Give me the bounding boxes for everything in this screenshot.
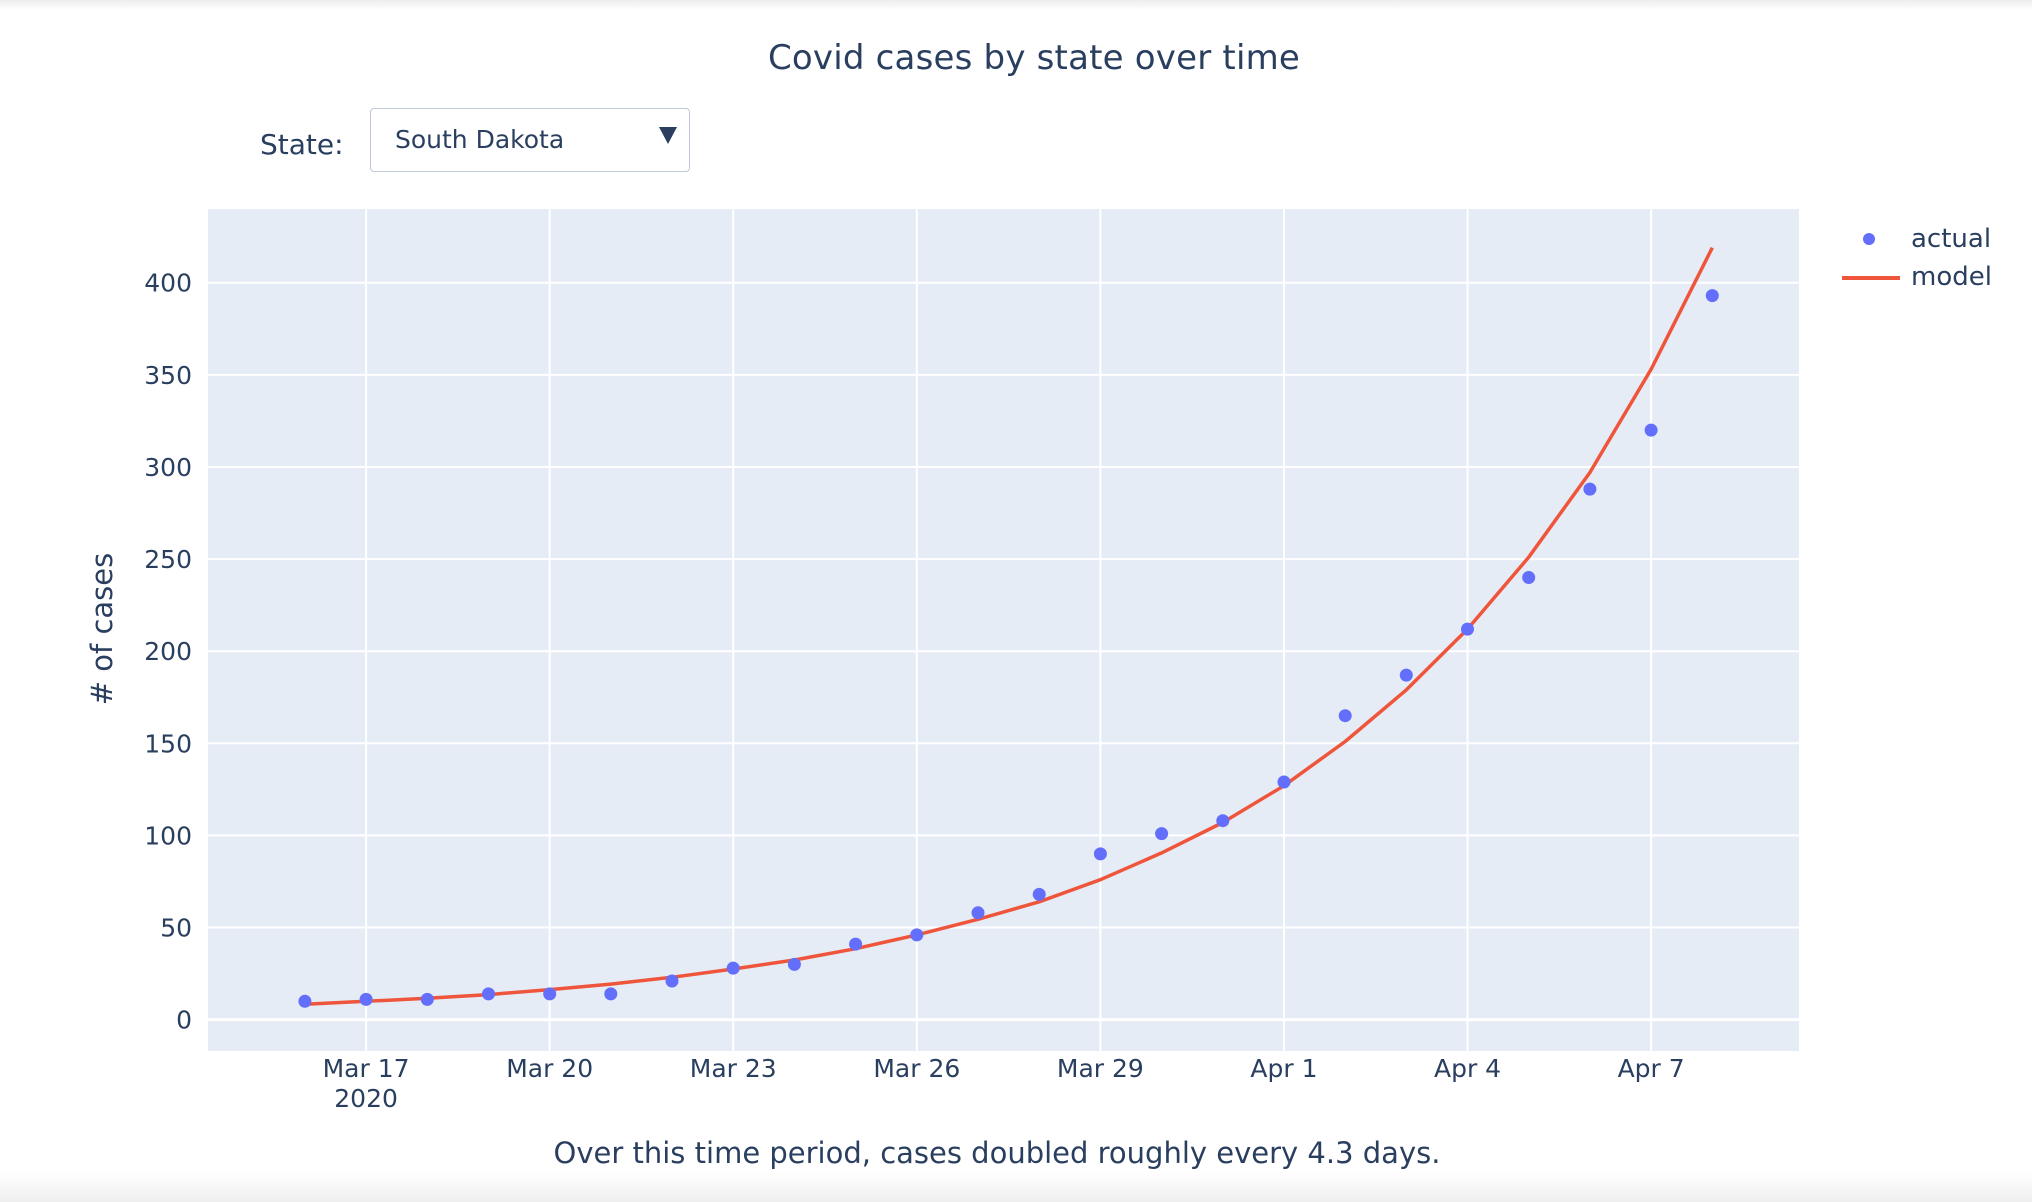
data-layer [298, 246, 1719, 1008]
y-tick-label: 50 [160, 914, 192, 943]
actual-point [1705, 289, 1719, 303]
y-tick-label: 100 [144, 821, 192, 850]
actual-point [359, 992, 373, 1006]
actual-point [1399, 668, 1413, 682]
chart-caption: Over this time period, cases doubled rou… [553, 1136, 1441, 1170]
actual-point [665, 974, 679, 988]
actual-point [1277, 775, 1291, 789]
actual-point [849, 937, 863, 951]
actual-point [604, 987, 618, 1001]
actual-point [910, 928, 924, 942]
y-tick-label: 300 [144, 453, 192, 482]
top-shade [0, 0, 2032, 10]
x-tick-label: Mar 20 [506, 1054, 593, 1083]
x-tick-label: Apr 7 [1618, 1054, 1685, 1083]
x-tick-label: Mar 23 [690, 1054, 777, 1083]
actual-point [420, 992, 434, 1006]
actual-point [1216, 814, 1230, 828]
y-tick-label: 350 [144, 361, 192, 390]
y-tick-label: 150 [144, 729, 192, 758]
legend-label-actual: actual [1911, 224, 1992, 254]
state-dropdown-value: South Dakota [395, 125, 565, 154]
x-tick-label: Apr 4 [1434, 1054, 1501, 1083]
model-line [304, 246, 1714, 1006]
state-dropdown[interactable]: South Dakota [370, 108, 690, 172]
chart-title: Covid cases by state over time [767, 38, 1301, 78]
legend-marker-model [1842, 276, 1900, 280]
x-tick-sublabel: 2020 [334, 1084, 398, 1113]
dropdown-arrow-icon [659, 127, 677, 144]
x-tick-label: Mar 29 [1057, 1054, 1144, 1083]
grid-layer [208, 209, 1799, 1051]
state-label: State: [260, 128, 344, 161]
legend-marker-actual [1863, 233, 1875, 245]
x-tick-label: Apr 1 [1250, 1054, 1317, 1083]
legend-label-model: model [1911, 262, 1992, 292]
actual-point [787, 957, 801, 971]
actual-point [482, 987, 495, 1001]
actual-point [298, 994, 312, 1008]
y-tick-label: 200 [144, 637, 192, 666]
bottom-shade [0, 1172, 2032, 1202]
actual-point [1338, 709, 1352, 723]
y-axis-title: # of cases [85, 552, 119, 706]
actual-point [543, 987, 557, 1001]
actual-point [971, 906, 985, 920]
actual-point [1155, 827, 1169, 841]
y-tick-label: 400 [144, 269, 192, 298]
actual-point [1583, 482, 1597, 496]
y-tick-label: 0 [176, 1006, 192, 1035]
plot-area [208, 209, 1799, 1051]
x-tick-label: Mar 17 [323, 1054, 410, 1083]
actual-point [1644, 423, 1658, 437]
actual-point [1032, 887, 1046, 901]
actual-point [1461, 622, 1474, 636]
actual-point [1522, 571, 1536, 584]
actual-point [726, 961, 740, 975]
x-tick-label: Mar 26 [873, 1054, 960, 1083]
y-tick-label: 250 [144, 545, 192, 574]
actual-point [1093, 847, 1107, 861]
